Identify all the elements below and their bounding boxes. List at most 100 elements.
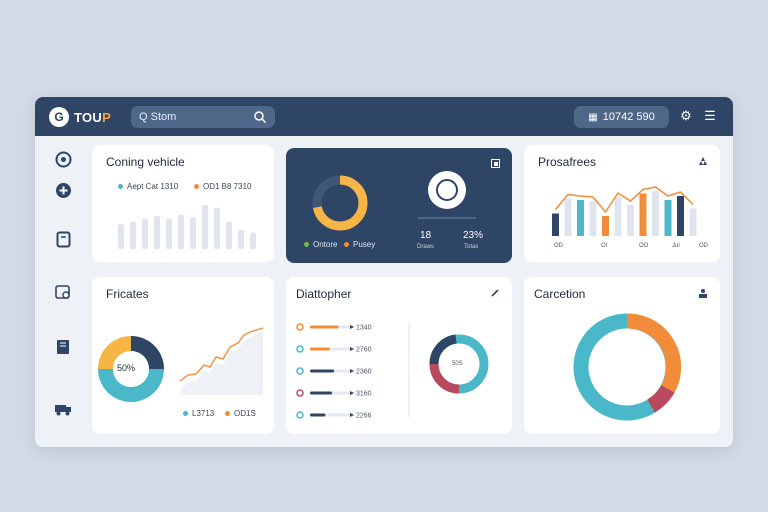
logo-icon: G [49,107,69,127]
summary-graphics [312,171,476,231]
carceation-card[interactable]: Carcetion [524,277,720,434]
diagram-row-marker [296,411,304,419]
vehicle-bar [178,214,184,249]
stat-value-2: 23% [463,230,484,241]
process-bar [664,200,672,236]
frictions-card[interactable]: Fricates 50% L3713 OD1S [92,277,274,434]
diagram-row-arrow [350,413,354,417]
search-icon[interactable] [253,110,267,124]
counter-value: 10742 590 [602,111,655,123]
vehicle-card-title: Coning vehicle [106,155,185,169]
add-icon[interactable] [53,180,73,200]
vehicle-bar [214,207,220,249]
diagram-row-marker [296,345,304,353]
stat-label-2: Totas [464,244,479,250]
diagram-row-arrow [350,325,354,329]
vehicle-card[interactable]: Coning vehicle Aept Cat 1310 OD1 B8 7310 [92,145,274,262]
vehicle-bar [250,232,256,249]
summary-card[interactable]: 33% Ontore Pusey 18 23% Draws Totas [286,148,512,263]
diagram-row-fill [310,325,339,329]
process-trend-line [554,186,694,214]
frictions-card-title: Fricates [106,287,149,301]
diagram-row-arrow [350,391,354,395]
diagram-bars: 1340 2760 2360 3160 2266 [296,323,372,420]
menu-icon[interactable]: ☰ [704,108,716,123]
dark-legend-2: Pusey [344,240,375,249]
diagram-donut-label: 50S [452,361,463,367]
search-text: Q Stom [139,111,177,123]
diagram-row-arrow [350,347,354,351]
process-x-label: OO [639,243,649,249]
diagram-row-value: 3160 [356,391,372,398]
stat-label-1: Draws [417,244,435,250]
process-x-label: OD [554,243,564,249]
edit-icon[interactable] [490,288,500,301]
frictions-legend-2: OD1S [225,409,256,418]
diagram-donut [408,322,489,417]
vehicle-bar [142,218,148,249]
diagram-card[interactable]: Diattopher 1340 2760 2360 3160 2266 50S [286,277,512,434]
dashboard-window: G TOUP Q Stom ▦ 10742 590 ⚙ ☰ [35,97,733,447]
vehicle-legend-2: OD1 B8 7310 [194,182,251,191]
diagram-row-fill [310,369,335,373]
diagram-row-value: 2266 [356,413,372,420]
frictions-donut-label: 50% [117,363,136,373]
vehicle-bar [166,218,172,249]
search-input[interactable]: Q Stom [131,106,275,128]
dark-legend-1: Ontore [304,240,337,249]
process-bar [652,191,659,236]
process-bar [589,201,597,236]
stat-value-1: 18 [420,230,432,241]
diagram-row-fill [310,391,332,395]
top-bar: G TOUP Q Stom ▦ 10742 590 ⚙ ☰ [35,97,733,136]
dark-donut-label: 33% [326,197,343,206]
process-x-label: OD [699,243,709,249]
process-bar [639,193,647,236]
vehicle-bar [154,216,160,249]
vehicle-bar [118,224,124,249]
process-bar [564,198,572,236]
process-bar [689,208,697,236]
truck-icon[interactable] [53,399,73,419]
diagram-row-fill [310,413,326,417]
process-bar [552,213,559,236]
vehicle-bar [130,221,136,249]
logo-text: TOUP [74,109,112,125]
logo[interactable]: G TOUP [49,106,111,128]
diagram-row-marker [296,389,304,397]
process-bar [602,216,609,236]
diagram-row-value: 2760 [356,347,372,354]
processes-bar-chart: OD Ol OO Jul OD [552,186,709,249]
counter-badge[interactable]: ▦ 10742 590 [574,106,669,128]
book-icon[interactable] [53,337,73,357]
calculator-icon: ▦ [588,111,598,123]
frictions-legend-1: L3713 [183,409,214,418]
vehicle-bar-chart [118,205,256,249]
diagram-row-fill [310,347,330,351]
document-icon[interactable] [53,229,73,249]
processes-card[interactable]: Prosafrees OD Ol OO Jul OD [524,145,720,262]
process-x-label: Ol [601,243,607,249]
home-icon[interactable] [53,149,73,169]
diagram-row-value: 1340 [356,325,372,332]
diagram-row-marker [296,323,304,331]
process-x-label: Jul [672,243,680,249]
process-bar [677,196,684,236]
process-bar [577,200,584,236]
share-icon[interactable] [698,156,708,169]
frictions-graphics [98,327,264,402]
user-icon[interactable] [698,288,708,301]
process-bar [614,197,622,236]
settings-icon[interactable]: ⚙ [680,108,692,123]
vehicle-bar [202,205,208,249]
vehicle-legend-1: Aept Cat 1310 [118,182,178,191]
carceation-card-title: Carcetion [534,287,586,301]
expand-icon[interactable] [491,159,500,171]
diagram-row-value: 2360 [356,369,372,376]
vehicle-bar [190,217,196,249]
vehicle-bar [238,229,244,249]
process-bar [627,205,634,236]
diagram-row-marker [296,367,304,375]
diagram-card-title: Diattopher [296,287,352,301]
mail-icon[interactable] [53,282,73,302]
